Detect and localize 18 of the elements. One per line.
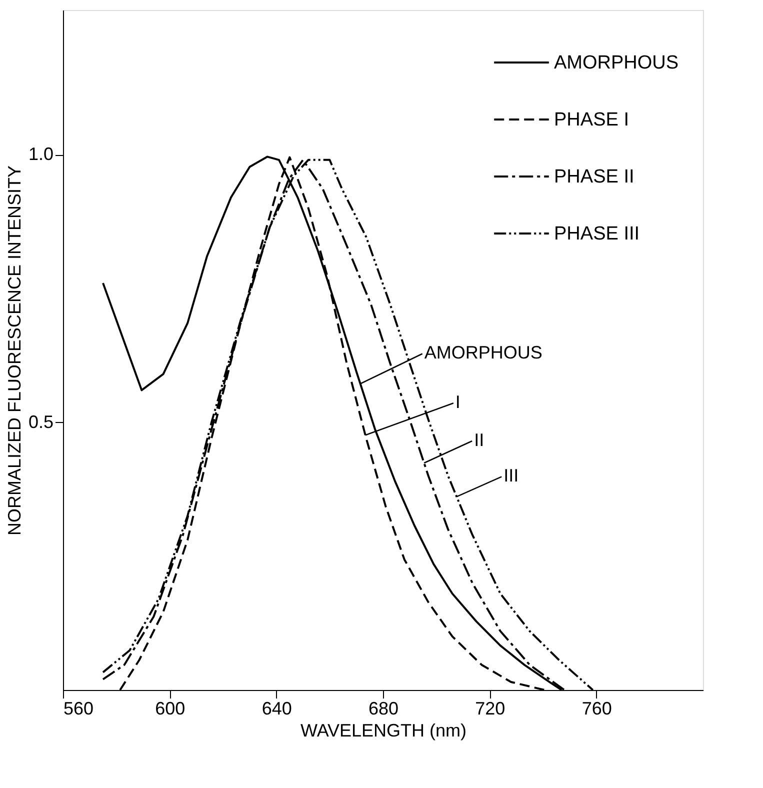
- x-tick-label: 640: [262, 698, 292, 718]
- annotation: II: [474, 430, 484, 450]
- y-tick-label: 1.0: [28, 144, 54, 164]
- x-tick-label: 560: [64, 698, 94, 718]
- x-tick-label: 760: [582, 698, 612, 718]
- annotation: I: [455, 392, 460, 412]
- legend-label: PHASE III: [554, 224, 640, 244]
- x-tick-label: 680: [368, 698, 399, 718]
- annotation: III: [504, 466, 519, 486]
- x-tick-label: 600: [155, 698, 186, 718]
- legend-label: AMORPHOUS: [554, 52, 679, 74]
- legend-label: PHASE II: [554, 166, 634, 188]
- y-tick-label: 0.5: [28, 412, 54, 432]
- legend-label: PHASE I: [554, 110, 629, 130]
- y-axis-title: NORMALIZED FLUORESCENCE INTENSITY: [4, 165, 24, 536]
- annotation: AMORPHOUS: [424, 342, 542, 363]
- x-axis-title: WAVELENGTH (nm): [300, 720, 467, 740]
- x-tick-label: 720: [475, 698, 506, 718]
